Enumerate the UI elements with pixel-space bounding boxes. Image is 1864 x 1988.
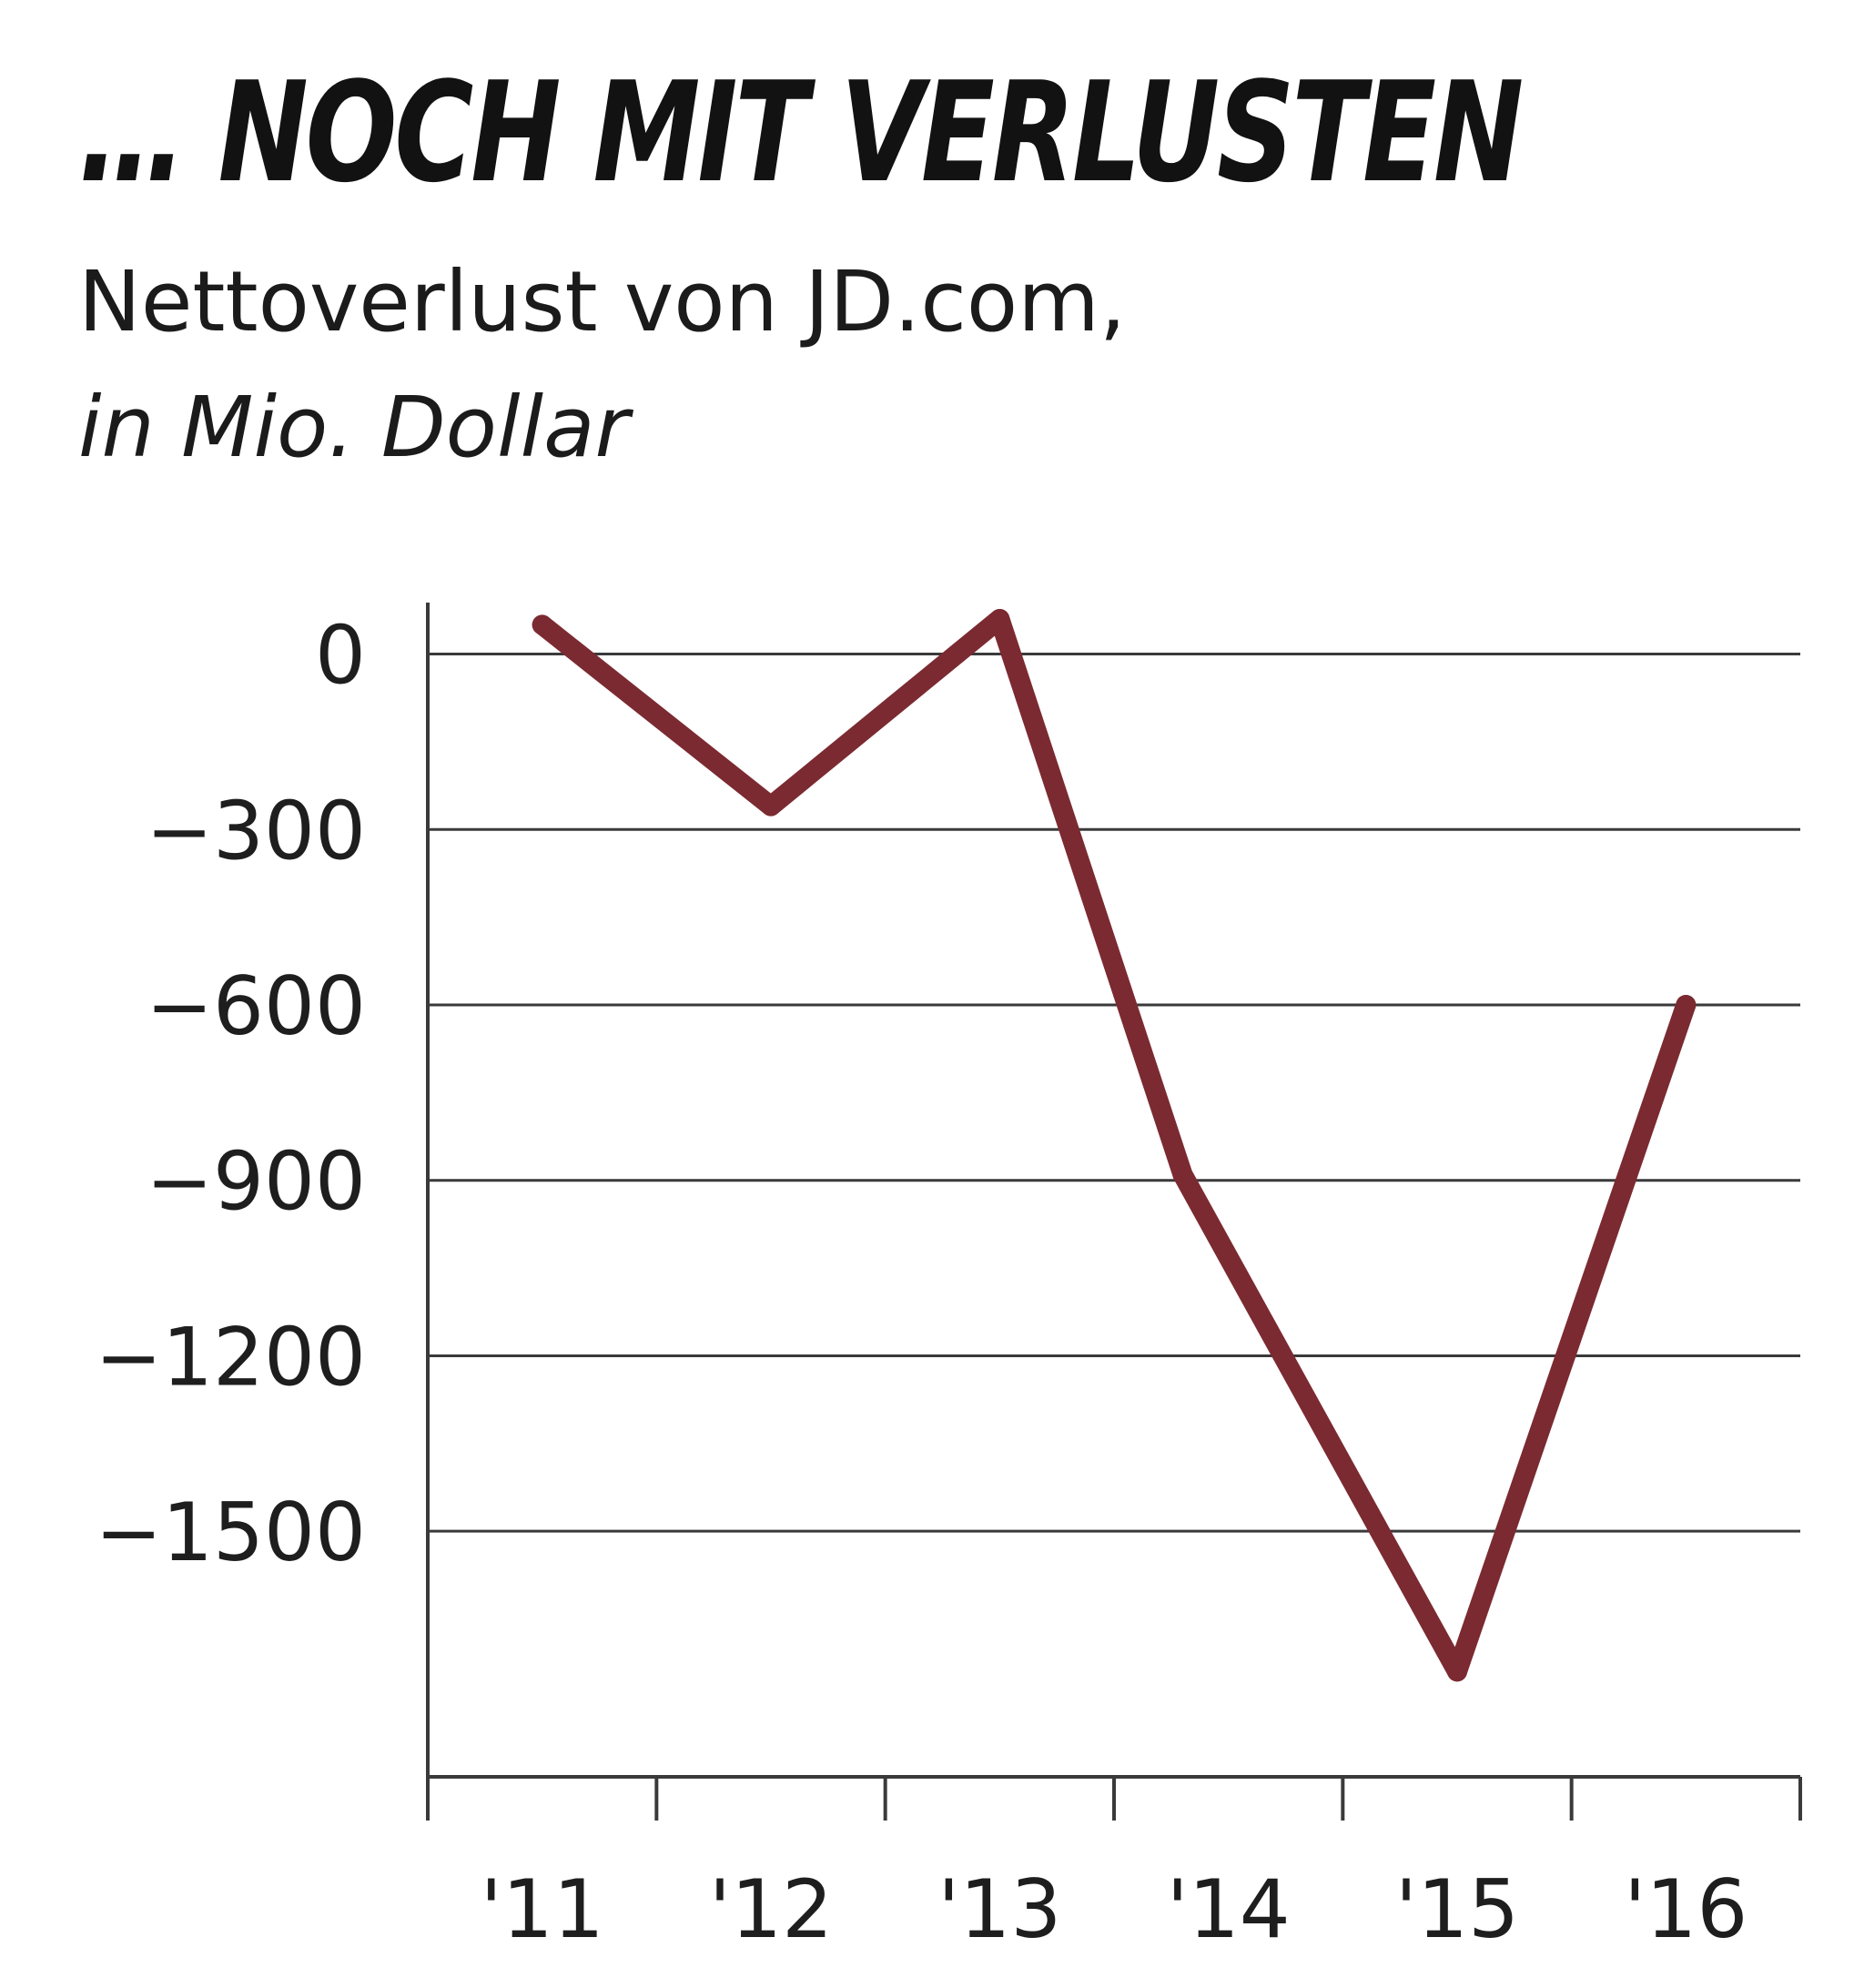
data-point-0-2 xyxy=(989,609,1010,629)
y-tick-label-0: 0 xyxy=(315,609,366,703)
y-tick-labels: 0 −300 −600 −900 −1200 −1500 xyxy=(95,609,366,1580)
x-tick-label-5: '16 xyxy=(1624,1862,1748,1956)
x-tick-label-4: '15 xyxy=(1395,1862,1519,1956)
x-tick-label-3: '14 xyxy=(1167,1862,1291,1956)
x-tick-label-0: '11 xyxy=(481,1862,604,1956)
x-tick-labels: '11 '12 '13 '14 '15 '16 xyxy=(481,1862,1748,1956)
x-tick-label-1: '12 xyxy=(709,1862,833,1956)
chart-subtitle: Nettoverlust von JD.com, xyxy=(78,253,1127,350)
gridlines xyxy=(428,653,1800,1533)
y-tick-label-1: −300 xyxy=(146,784,366,877)
data-point-0-5 xyxy=(1676,995,1697,1015)
y-tick-label-4: −1200 xyxy=(95,1310,366,1404)
y-tick-label-3: −900 xyxy=(146,1135,366,1229)
data-point-0-0 xyxy=(532,614,552,635)
data-point-0-1 xyxy=(761,796,781,816)
series xyxy=(532,609,1697,1682)
series-line-0 xyxy=(532,609,1697,1682)
y-tick-label-2: −600 xyxy=(146,959,366,1053)
data-point-0-3 xyxy=(1172,1164,1193,1185)
x-tick-label-2: '13 xyxy=(937,1862,1061,1956)
chart-unit: in Mio. Dollar xyxy=(78,379,630,476)
y-tick-label-5: −1500 xyxy=(95,1486,366,1579)
chart-title: … NOCH MIT VERLUSTEN xyxy=(78,52,1524,213)
axes xyxy=(426,603,1802,1821)
data-point-0-4 xyxy=(1447,1661,1467,1682)
